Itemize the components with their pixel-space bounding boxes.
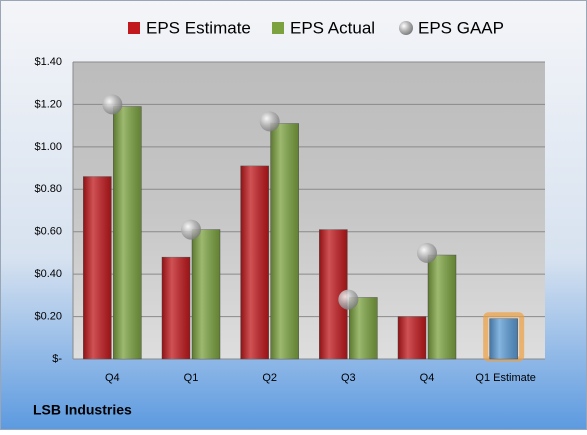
y-tick-label: $1.40 [34, 56, 62, 68]
gaap-marker [181, 219, 201, 240]
y-tick-label: $1.00 [34, 141, 62, 153]
legend-marker [399, 21, 413, 35]
x-tick-label: Q1 Estimate [475, 372, 536, 384]
bar-shine [240, 165, 269, 359]
legend-marker [272, 22, 284, 34]
plot-area [73, 62, 545, 359]
x-tick-label: Q4 [105, 372, 120, 384]
gaap-marker [417, 242, 437, 263]
x-tick-label: Q3 [341, 372, 356, 384]
legend-label: EPS Actual [290, 18, 375, 37]
bar-shine [398, 316, 426, 359]
bar-shine [428, 255, 456, 359]
x-tick-label: Q2 [262, 372, 277, 384]
gaap-marker [338, 289, 359, 310]
legend-marker [128, 22, 140, 34]
y-tick-label: $0.20 [34, 310, 62, 322]
x-tick-label: Q4 [420, 372, 435, 384]
y-tick-label: $0.40 [34, 268, 62, 280]
bar-shine [113, 106, 142, 359]
y-tick-label: $- [52, 353, 62, 365]
y-tick-label: $0.60 [34, 226, 62, 238]
bar-shine [83, 176, 112, 359]
bar-shine [489, 318, 518, 359]
x-tick-label: Q1 [184, 372, 199, 384]
gaap-marker [102, 94, 123, 115]
bar-shine [192, 229, 220, 359]
legend-label: EPS Estimate [146, 18, 251, 37]
bar-shine [162, 257, 190, 359]
gaap-marker [259, 111, 280, 132]
legend-label: EPS GAAP [418, 18, 504, 37]
y-tick-label: $0.80 [34, 183, 62, 195]
bar-shine [270, 123, 299, 360]
chart-title: LSB Industries [33, 402, 132, 418]
y-tick-label: $1.20 [34, 98, 62, 110]
